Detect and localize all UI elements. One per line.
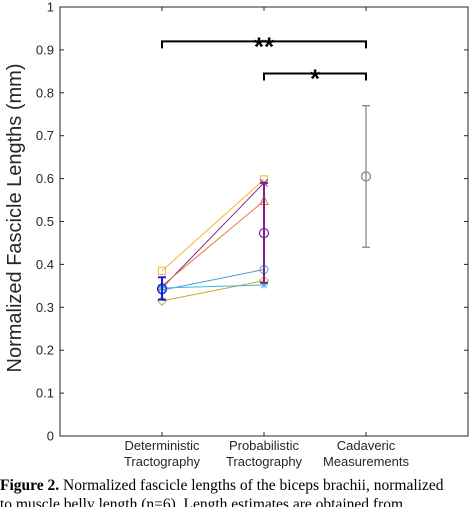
- subject-line: [161, 182, 265, 289]
- x-tick-label: Probabilistic: [229, 438, 300, 453]
- square-marker: [157, 266, 167, 275]
- y-tick-label: 0.5: [36, 214, 54, 229]
- caption-line-2: to muscle belly length (n=6). Length est…: [0, 496, 404, 507]
- y-tick-label: 0.1: [36, 386, 54, 401]
- mean-marker: [258, 227, 270, 239]
- x-tick-label: Tractography: [226, 454, 303, 469]
- y-tick-label: 0.8: [36, 85, 54, 100]
- mean-error-bars: [156, 105, 372, 301]
- subject-line: [161, 284, 265, 289]
- subject-line: [161, 179, 265, 272]
- subject-line: [161, 280, 265, 302]
- mean-marker: [156, 283, 168, 294]
- subject-line: [161, 269, 265, 291]
- x-tick-label: Tractography: [124, 454, 201, 469]
- significance-label: **: [254, 31, 275, 61]
- significance-brackets: ***: [161, 31, 367, 93]
- y-axis-ticks: 0 0.1 0.2 0.3 0.4 0.5 0.6 0.7 0.8 0.9 1: [36, 0, 468, 444]
- subject-line: [161, 200, 265, 287]
- figure-caption: Figure 2. Normalized fascicle lengths of…: [0, 476, 474, 507]
- y-tick-label: 0.7: [36, 128, 54, 143]
- significance-bracket: [161, 40, 367, 49]
- y-tick-label: 1: [47, 0, 54, 15]
- caption-label: Figure 2.: [0, 477, 60, 494]
- caption-line-1: Normalized fascicle lengths of the bicep…: [59, 477, 444, 494]
- x-axis-ticks: DeterministicTractographyProbabilisticTr…: [124, 7, 409, 469]
- y-tick-label: 0.4: [36, 257, 54, 272]
- star-marker: [260, 281, 268, 289]
- x-tick-label: Measurements: [323, 454, 409, 469]
- y-tick-label: 0.2: [36, 343, 54, 358]
- x-tick-label: Deterministic: [124, 438, 200, 453]
- y-tick-label: 0: [47, 429, 54, 444]
- y-tick-label: 0.6: [36, 171, 54, 186]
- significance-label: *: [310, 63, 321, 93]
- y-axis-label: Normalized Fascicle Lengths (mm): [4, 64, 26, 373]
- y-tick-label: 0.9: [36, 42, 54, 57]
- significance-bracket: [263, 72, 367, 81]
- y-tick-label: 0.3: [36, 300, 54, 315]
- subject-lines: [161, 179, 265, 302]
- fascicle-length-chart: 0 0.1 0.2 0.3 0.4 0.5 0.6 0.7 0.8 0.9 1 Determinis…: [4, 0, 469, 469]
- mean-marker: [360, 171, 372, 182]
- x-tick-label: Cadaveric: [337, 438, 396, 453]
